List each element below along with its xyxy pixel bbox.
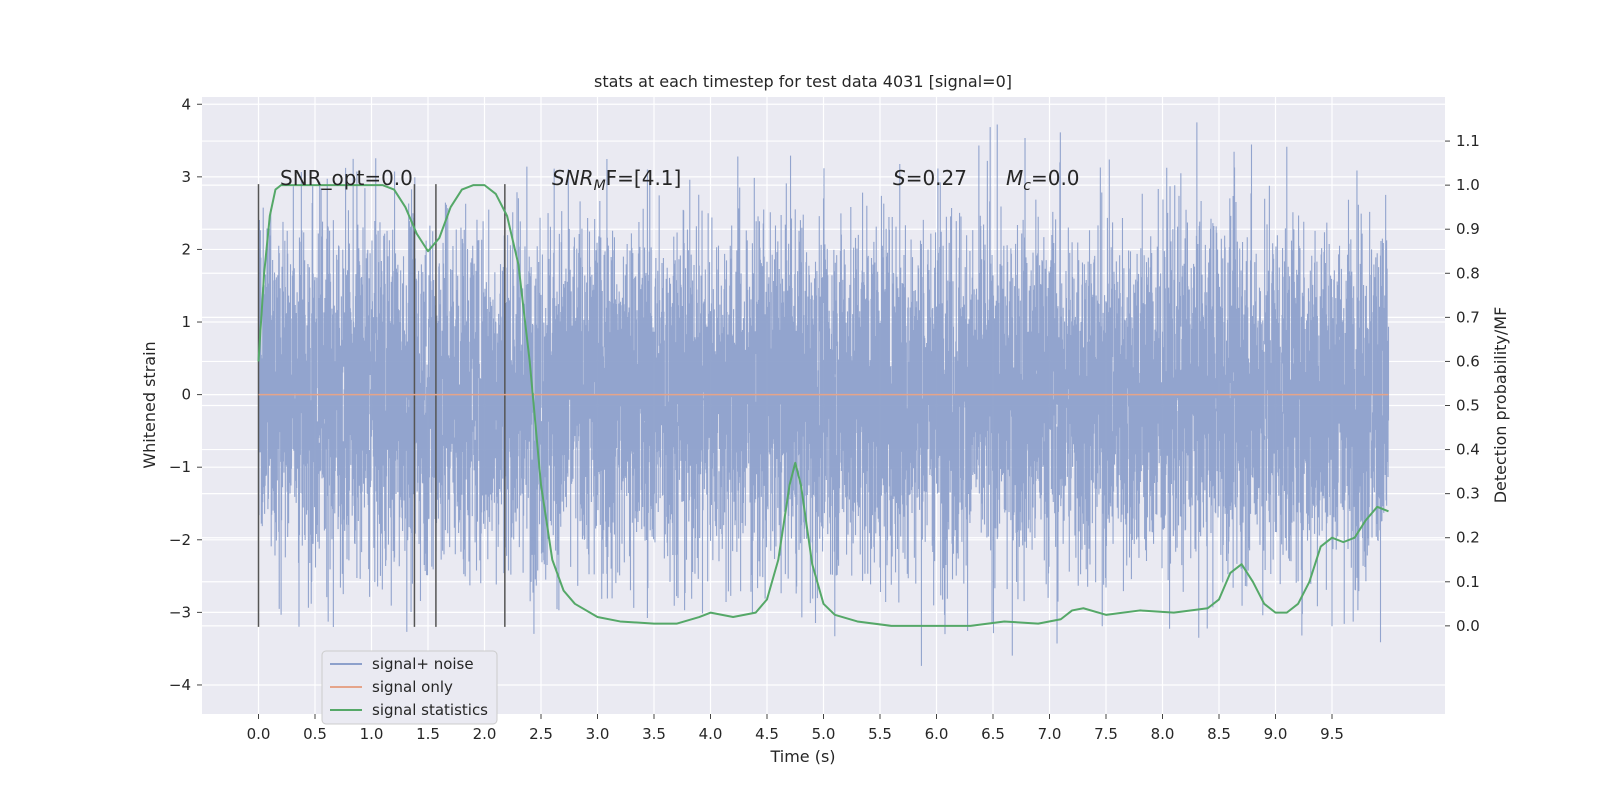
y2-axis-label: Detection probability/MF bbox=[1491, 307, 1510, 504]
y2-ticks: 1.1 1.0 0.9 0.8 0.7 0.6 0.5 0.4 0.3 0.2 0.1 0.0 bbox=[1445, 132, 1480, 635]
y2-tick-label: 0.2 bbox=[1456, 529, 1480, 547]
x-tick-label: 1.5 bbox=[416, 725, 440, 743]
legend: signal+ noise signal only signal statist… bbox=[321, 650, 498, 725]
y-tick-label: 4 bbox=[181, 95, 191, 113]
y-tick-label: −2 bbox=[169, 531, 191, 549]
x-tick-label: 3.5 bbox=[642, 725, 666, 743]
x-tick-label: 5.0 bbox=[812, 725, 836, 743]
x-tick-label: 1.0 bbox=[360, 725, 384, 743]
legend-label-signal-noise: signal+ noise bbox=[372, 655, 474, 673]
signal-statistics-line bbox=[257, 184, 1389, 627]
y2-tick-label: 0.4 bbox=[1456, 441, 1480, 459]
x-tick-label: 0.0 bbox=[247, 725, 271, 743]
y-tick-label: 3 bbox=[181, 168, 191, 186]
legend-box bbox=[321, 650, 498, 725]
x-tick-label: 6.0 bbox=[925, 725, 949, 743]
x-ticks: 0.0 0.5 1.0 1.5 2.0 2.5 3.0 3.5 4.0 4.5 5.0 5.5 6.0 6… bbox=[247, 714, 1344, 743]
x-tick-label: 9.5 bbox=[1320, 725, 1344, 743]
y2-tick-label: 0.1 bbox=[1456, 573, 1480, 591]
y-tick-label: −4 bbox=[169, 676, 191, 694]
y-tick-label: −1 bbox=[169, 458, 191, 476]
x-tick-label: 7.0 bbox=[1038, 725, 1062, 743]
x-tick-label: 8.0 bbox=[1151, 725, 1175, 743]
y2-tick-label: 0.5 bbox=[1456, 397, 1480, 415]
x-tick-label: 3.0 bbox=[586, 725, 610, 743]
annotation-s: S=0.27 bbox=[893, 166, 967, 190]
chart-title: stats at each timestep for test data 403… bbox=[594, 72, 1012, 91]
x-tick-label: 4.0 bbox=[699, 725, 723, 743]
y2-tick-label: 1.0 bbox=[1456, 176, 1480, 194]
y-ticks: 4 3 2 1 0 −1 −2 −3 −4 bbox=[169, 95, 202, 694]
vertical-markers bbox=[257, 184, 506, 627]
legend-label-signal-statistics: signal statistics bbox=[372, 701, 488, 719]
y2-tick-label: 0.9 bbox=[1456, 220, 1480, 238]
annotation-snr-opt: SNR_opt=0.0 bbox=[280, 166, 413, 190]
y2-tick-label: 0.7 bbox=[1456, 308, 1480, 326]
y-axis-label: Whitened strain bbox=[140, 341, 159, 468]
y-tick-label: 1 bbox=[181, 313, 191, 331]
x-tick-label: 0.5 bbox=[303, 725, 327, 743]
y2-tick-label: 1.1 bbox=[1456, 132, 1480, 150]
x-tick-label: 2.0 bbox=[473, 725, 497, 743]
y2-tick-label: 0.0 bbox=[1456, 617, 1480, 635]
series-signal-statistics bbox=[257, 184, 1389, 627]
y-tick-label: −3 bbox=[169, 603, 191, 621]
x-tick-label: 5.5 bbox=[868, 725, 892, 743]
annotation-mc: Mc=0.0 bbox=[1006, 166, 1080, 194]
y2-tick-label: 0.8 bbox=[1456, 264, 1480, 282]
x-tick-label: 7.5 bbox=[1094, 725, 1118, 743]
y-tick-label: 2 bbox=[181, 240, 191, 258]
x-axis-label: Time (s) bbox=[769, 747, 835, 766]
x-tick-label: 8.5 bbox=[1207, 725, 1231, 743]
x-tick-label: 2.5 bbox=[529, 725, 553, 743]
annotation-snr-mf: SNRMF=[4.1] bbox=[552, 166, 681, 194]
y-tick-label: 0 bbox=[181, 386, 191, 404]
x-tick-label: 6.5 bbox=[981, 725, 1005, 743]
y2-tick-label: 0.3 bbox=[1456, 485, 1480, 503]
legend-label-signal-only: signal only bbox=[372, 678, 453, 696]
x-tick-label: 4.5 bbox=[755, 725, 779, 743]
y2-tick-label: 0.6 bbox=[1456, 352, 1480, 370]
x-tick-label: 9.0 bbox=[1264, 725, 1288, 743]
